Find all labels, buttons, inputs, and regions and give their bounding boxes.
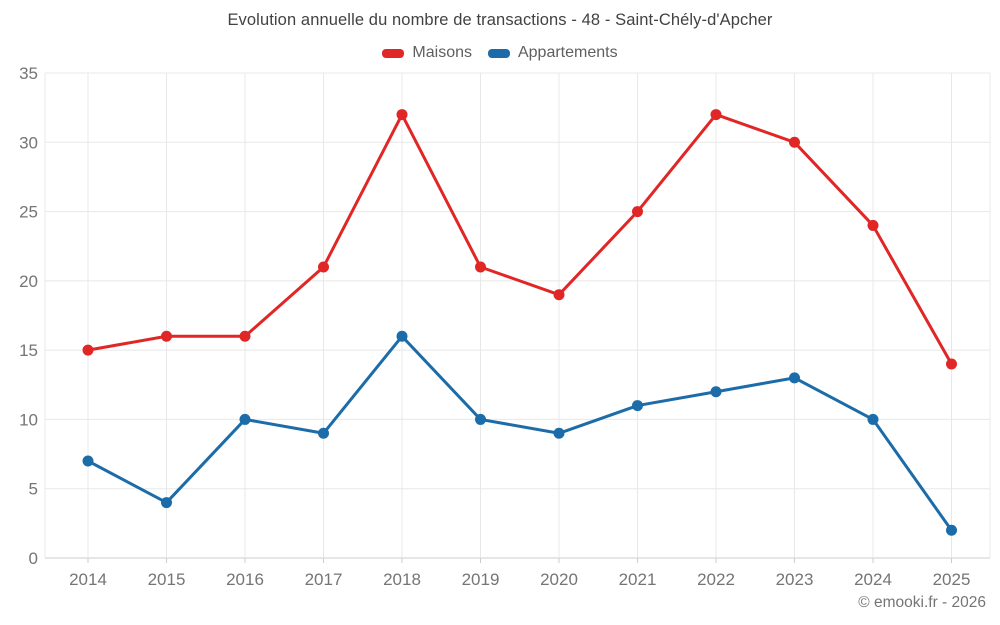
series-appartements [82, 330, 957, 536]
series-maisons-point[interactable] [553, 289, 565, 301]
legend-swatch-appartements-icon [487, 48, 510, 58]
series-appartements-point[interactable] [946, 524, 957, 536]
y-grid-and-labels: 0 5 10 15 20 25 30 35 [19, 64, 990, 568]
series-appartements-point[interactable] [82, 455, 94, 467]
series-appartements-point[interactable] [632, 400, 643, 412]
legend-label-appartements: Appartements [517, 44, 618, 61]
x-tick-label: 2017 [305, 570, 343, 589]
x-tick-label: 2016 [226, 570, 264, 589]
x-tick-label: 2020 [540, 570, 578, 589]
series-appartements-line [86, 334, 953, 532]
x-tick-label: 2022 [697, 570, 735, 589]
legend-swatch-maisons-icon [382, 48, 405, 58]
y-tick-label: 35 [19, 64, 38, 83]
y-tick-label: 10 [19, 410, 38, 429]
x-tick-label: 2018 [383, 570, 421, 589]
y-tick-label: 20 [19, 272, 38, 291]
series-appartements-point[interactable] [396, 330, 408, 342]
series-maisons-point[interactable] [82, 344, 94, 356]
x-tick-label: 2019 [462, 570, 500, 589]
series-appartements-point[interactable] [789, 372, 800, 384]
x-tick-label: 2015 [148, 570, 186, 589]
y-tick-label: 5 [29, 480, 38, 499]
series-appartements-point[interactable] [161, 497, 172, 509]
series-maisons-point[interactable] [632, 206, 643, 218]
series-appartements-point[interactable] [475, 413, 486, 425]
chart-legend: Maisons Appartements [0, 44, 1000, 62]
series-maisons-point[interactable] [475, 261, 486, 273]
series-maisons-point[interactable] [789, 136, 800, 148]
legend-item-appartements[interactable]: Appartements [487, 44, 618, 62]
x-tick-label: 2024 [854, 570, 892, 589]
x-tick-label: 2023 [776, 570, 814, 589]
series-appartements-point[interactable] [239, 413, 251, 425]
series-maisons-point[interactable] [710, 109, 722, 121]
series-maisons-point[interactable] [318, 261, 329, 273]
series-maisons-point[interactable] [396, 109, 408, 121]
series-maisons-point[interactable] [239, 330, 251, 342]
series-maisons [82, 109, 957, 370]
series-appartements-point[interactable] [710, 386, 722, 398]
chart-title: Evolution annuelle du nombre de transact… [227, 11, 773, 29]
x-tick-label: 2014 [69, 570, 107, 589]
y-tick-label: 15 [19, 341, 38, 360]
series-maisons-point[interactable] [867, 219, 879, 231]
series-appartements-point[interactable] [553, 427, 565, 439]
x-tick-label: 2025 [933, 570, 971, 589]
legend-label-maisons: Maisons [412, 44, 472, 61]
y-tick-label: 0 [29, 549, 38, 568]
series-maisons-point[interactable] [946, 358, 957, 370]
x-tick-label: 2021 [619, 570, 657, 589]
series-appartements-point[interactable] [867, 413, 879, 425]
chart-footer-credit: © emooki.fr - 2026 [858, 594, 986, 611]
x-grid-and-labels: 2014 2015 2016 2017 2018 2019 2020 2021 2022 2023… [44, 73, 991, 589]
legend-item-maisons[interactable]: Maisons [382, 44, 472, 62]
y-tick-label: 30 [19, 133, 38, 152]
series-appartements-point[interactable] [318, 427, 329, 439]
series-maisons-point[interactable] [161, 330, 172, 342]
y-tick-label: 25 [19, 203, 38, 222]
series-maisons-line [86, 113, 953, 366]
